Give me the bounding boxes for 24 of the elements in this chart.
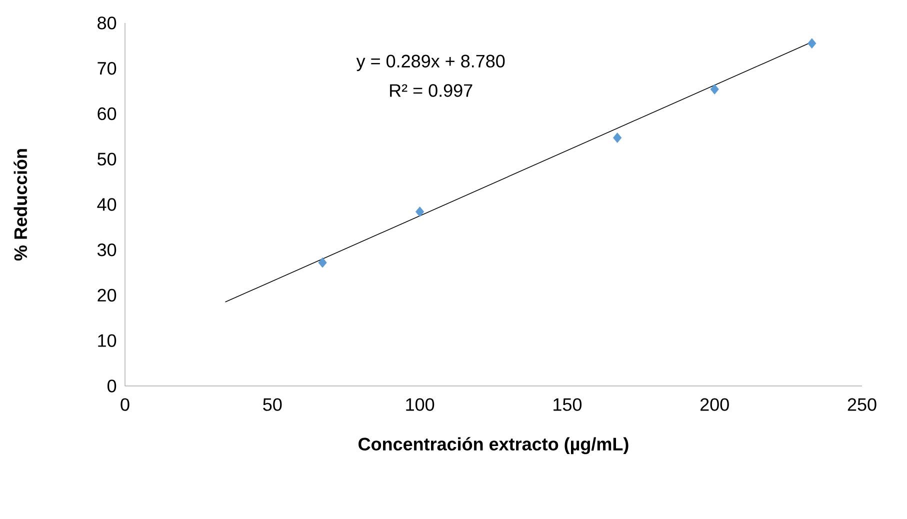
y-tick-label: 40 xyxy=(97,198,116,211)
annotation: y = 0.289x + 8.780 xyxy=(356,54,505,72)
point xyxy=(415,206,424,217)
point xyxy=(613,132,622,143)
x-tick-label: 50 xyxy=(263,398,282,411)
x-tick-label: 200 xyxy=(700,398,729,411)
y-tick-label: 80 xyxy=(98,16,116,30)
y-axis-title: % Reducción xyxy=(14,149,28,261)
x-axis-title: Concentración extracto (µg/mL) xyxy=(358,437,628,454)
y-tick-label: 10 xyxy=(98,334,116,347)
annotation: R² = 0.997 xyxy=(390,84,472,97)
x-tick-label: 0 xyxy=(120,398,130,411)
y-tick-label: 70 xyxy=(98,62,116,75)
y-tick-label: 0 xyxy=(108,380,116,392)
point xyxy=(710,84,719,94)
y-tick-label: 30 xyxy=(97,243,116,256)
x-tick-label: 250 xyxy=(848,398,876,411)
point xyxy=(318,257,327,268)
y-tick-label: 60 xyxy=(98,107,116,120)
x-tick-label: 150 xyxy=(554,398,582,411)
point xyxy=(808,38,816,49)
y-tick-label: 20 xyxy=(98,288,116,302)
y-tick-label: 50 xyxy=(98,152,116,166)
x-tick-label: 100 xyxy=(406,398,434,411)
